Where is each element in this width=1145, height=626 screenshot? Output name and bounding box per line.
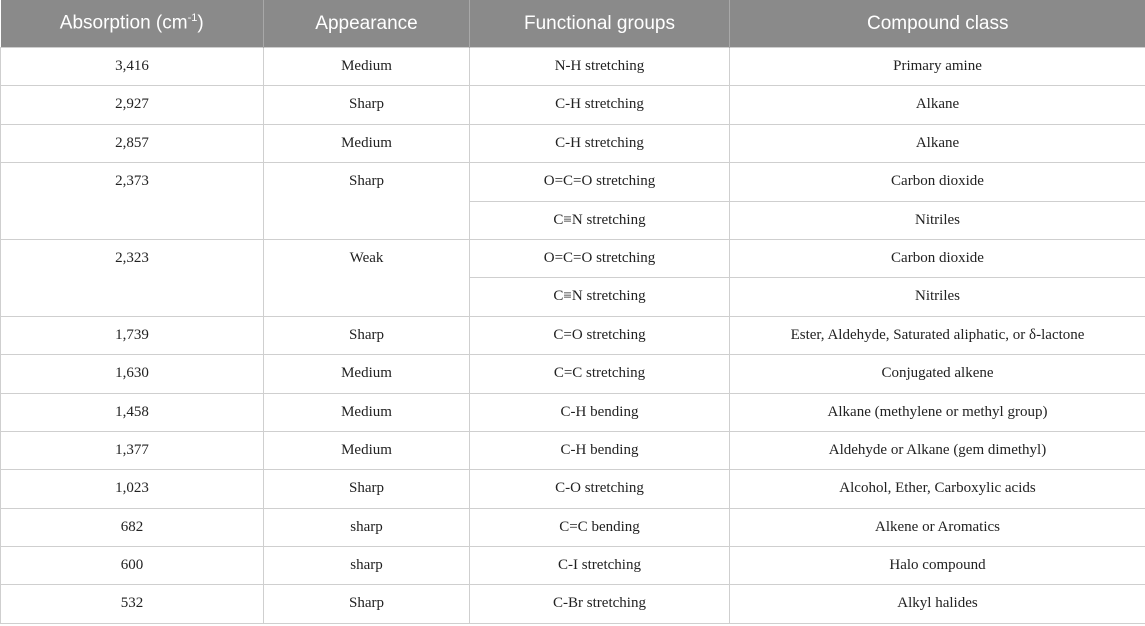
- absorption-cell: 2,927: [0, 85, 264, 125]
- header-absorption-label: Absorption (cm: [59, 12, 188, 34]
- appearance-cell: Sharp: [263, 584, 470, 624]
- compound-class-cell: Carbon dioxide: [729, 238, 1145, 279]
- functional-group-cell: C-H stretching: [469, 85, 730, 125]
- header-row: Absorption (cm-1) Appearance Functional …: [0, 0, 1145, 48]
- absorption-cell: 532: [0, 584, 264, 624]
- functional-group-cell: C=C bending: [469, 507, 730, 548]
- header-absorption-close: ): [197, 12, 204, 34]
- functional-group-cell: C=O stretching: [469, 315, 730, 356]
- functional-group-cell: C-Br stretching: [469, 584, 730, 624]
- compound-class-cell: Conjugated alkene: [729, 354, 1145, 394]
- table-header: Absorption (cm-1) Appearance Functional …: [0, 0, 1145, 48]
- functional-group-cell: C-I stretching: [469, 546, 730, 586]
- functional-group-cell: C≡N stretching: [469, 277, 730, 317]
- table-row: C≡N stretching Nitriles: [1, 200, 1145, 240]
- appearance-cell: Sharp: [263, 315, 470, 356]
- table-row: 532 Sharp C-Br stretching Alkyl halides: [0, 584, 1145, 624]
- header-appearance: Appearance: [263, 0, 470, 48]
- absorption-cell: 600: [0, 546, 264, 586]
- appearance-cell: Sharp: [263, 85, 470, 125]
- absorption-cell: 2,857: [0, 123, 264, 164]
- absorption-cell: 1,739: [0, 315, 264, 356]
- functional-group-cell: C≡N stretching: [469, 200, 730, 240]
- table-row: 2,857 Medium C-H stretching Alkane: [0, 123, 1145, 164]
- table-row: 1,023 Sharp C-O stretching Alcohol, Ether, …: [0, 469, 1145, 509]
- table-row: 2,323 Weak O=C=O stretching Carbon dioxide: [0, 238, 1145, 317]
- functional-group-cell: O=C=O stretching: [469, 238, 730, 279]
- functional-group-cell: O=C=O stretching: [469, 162, 730, 202]
- functional-group-cell: C-O stretching: [469, 469, 730, 509]
- compound-class-cell: Alcohol, Ether, Carboxylic acids: [729, 469, 1145, 509]
- compound-class-cell: Alkane: [729, 123, 1145, 164]
- compound-class-cell: Aldehyde or Alkane (gem dimethyl): [729, 430, 1145, 471]
- compound-class-cell: Nitriles: [729, 200, 1145, 240]
- compound-class-cell: Alkyl halides: [729, 584, 1145, 624]
- absorption-cell: 3,416: [0, 46, 264, 87]
- appearance-cell: Medium: [263, 46, 470, 87]
- appearance-cell: Sharp: [263, 469, 470, 509]
- compound-class-cell: Nitriles: [729, 277, 1145, 317]
- appearance-cell: sharp: [263, 507, 470, 548]
- functional-group-cell: C-H bending: [469, 430, 730, 471]
- table-row: 600 sharp C-I stretching Halo compound: [0, 546, 1145, 586]
- functional-group-cell: N-H stretching: [469, 46, 730, 87]
- absorption-cell: 2,373: [0, 162, 264, 240]
- absorption-cell: 2,323: [0, 238, 264, 317]
- table-row: 3,416 Medium N-H stretching Primary amine: [0, 46, 1145, 87]
- table-body: 3,416 Medium N-H stretching Primary amine 2,…: [0, 46, 1145, 624]
- table-row: 2,927 Sharp C-H stretching Alkane: [0, 85, 1145, 125]
- appearance-cell: Medium: [263, 354, 470, 394]
- absorption-cell: 1,458: [0, 392, 264, 432]
- header-compound-class: Compound class: [729, 0, 1145, 48]
- table-row: 1,377 Medium C-H bending Aldehyde or Alkane…: [0, 430, 1145, 471]
- appearance-cell: sharp: [263, 546, 470, 586]
- compound-class-cell: Alkene or Aromatics: [729, 507, 1145, 548]
- table-row: 2,373 Sharp O=C=O stretching Carbon dioxide: [0, 162, 1145, 240]
- compound-class-cell: Ester, Aldehyde, Saturated aliphatic, or…: [729, 315, 1145, 356]
- compound-class-cell: Carbon dioxide: [729, 162, 1145, 202]
- absorption-cell: 1,377: [0, 430, 264, 471]
- compound-class-cell: Halo compound: [729, 546, 1145, 586]
- header-functional-groups: Functional groups: [469, 0, 730, 48]
- appearance-cell: Medium: [263, 392, 470, 432]
- header-absorption: Absorption (cm-1): [0, 0, 264, 48]
- appearance-cell: Medium: [263, 430, 470, 471]
- functional-group-cell: C-H bending: [469, 392, 730, 432]
- header-absorption-superscript: -1: [187, 12, 198, 25]
- table-row: 1,739 Sharp C=O stretching Ester, Aldehyde,…: [0, 315, 1145, 356]
- appearance-cell: Medium: [263, 123, 470, 164]
- functional-group-cell: C=C stretching: [469, 354, 730, 394]
- functional-group-cell: C-H stretching: [469, 123, 730, 164]
- absorption-cell: 682: [0, 507, 264, 548]
- table-row: 1,630 Medium C=C stretching Conjugated alke…: [0, 354, 1145, 394]
- table-row: C≡N stretching Nitriles: [1, 277, 1145, 317]
- appearance-cell: Sharp: [263, 162, 470, 240]
- absorption-cell: 1,630: [0, 354, 264, 394]
- absorption-cell: 1,023: [0, 469, 264, 509]
- compound-class-cell: Alkane (methylene or methyl group): [729, 392, 1145, 432]
- compound-class-cell: Primary amine: [729, 46, 1145, 87]
- appearance-cell: Weak: [263, 238, 470, 317]
- table-row: 682 sharp C=C bending Alkene or Aromatics: [0, 507, 1145, 548]
- compound-class-cell: Alkane: [729, 85, 1145, 125]
- table-row: 1,458 Medium C-H bending Alkane (methylene …: [0, 392, 1145, 432]
